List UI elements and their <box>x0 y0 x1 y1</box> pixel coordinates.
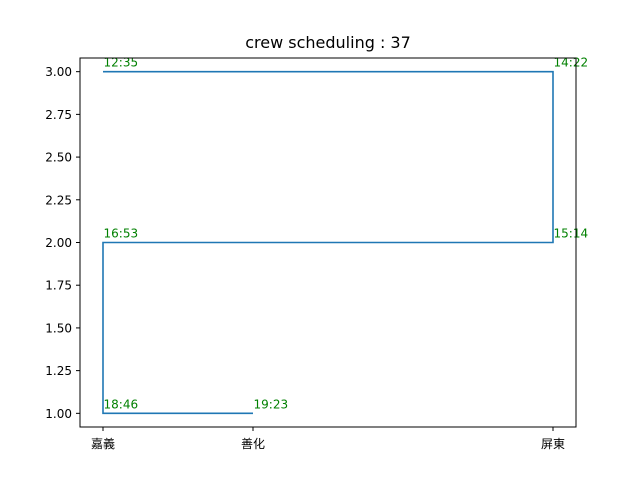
x-tick-label: 屏東 <box>541 437 565 451</box>
time-annotation: 16:53 <box>104 227 139 241</box>
y-tick-label: 1.00 <box>45 407 72 421</box>
series-line <box>102 70 554 415</box>
time-annotation: 14:22 <box>554 56 589 70</box>
y-tick-label: 2.50 <box>45 151 72 165</box>
time-annotation: 18:46 <box>104 397 139 411</box>
y-tick-label: 2.00 <box>45 236 72 250</box>
y-tick-label: 1.25 <box>45 364 72 378</box>
y-tick-label: 2.25 <box>45 193 72 207</box>
y-tick-label: 3.00 <box>45 65 72 79</box>
y-tick-label: 1.75 <box>45 279 72 293</box>
time-annotation: 12:35 <box>104 56 139 70</box>
x-tick-label: 嘉義 <box>91 436 115 451</box>
time-annotation: 19:23 <box>254 397 289 411</box>
axes-frame <box>79 57 577 428</box>
x-tick-label: 善化 <box>241 436 265 451</box>
time-annotation: 15:14 <box>554 227 589 241</box>
chart-title: crew scheduling : 37 <box>245 33 411 52</box>
y-tick-label: 1.50 <box>45 321 72 335</box>
plot-area: 1.00 1.25 1.50 1.75 2.00 2.25 2.50 2.75 3.00 嘉義 善化… <box>45 56 588 451</box>
y-tick-label: 2.75 <box>45 108 72 122</box>
